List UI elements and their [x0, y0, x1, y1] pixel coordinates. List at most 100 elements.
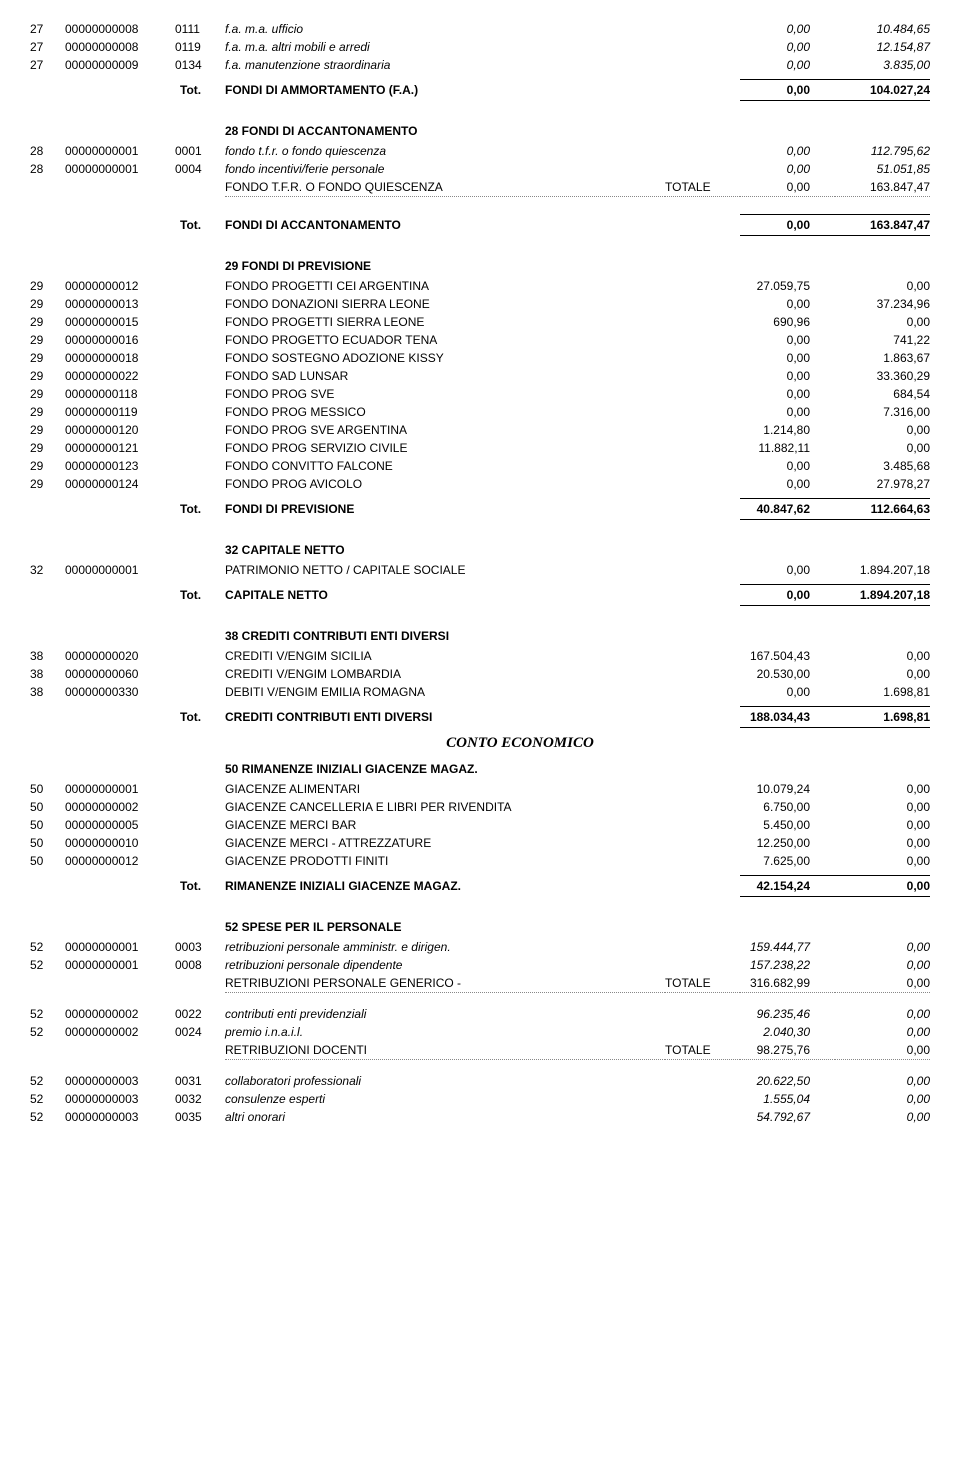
- col-val2: 0,00: [835, 836, 930, 850]
- tot-name: FONDI DI ACCANTONAMENTO: [225, 218, 740, 232]
- col-desc: GIACENZE ALIMENTARI: [225, 782, 740, 796]
- col-val1: 0,00: [740, 144, 835, 158]
- col-val1: 0,00: [740, 351, 835, 365]
- col-code3: 0031: [175, 1074, 225, 1088]
- col-val2: 741,22: [835, 333, 930, 347]
- tot-v1: 188.034,43: [740, 706, 835, 728]
- col-code2: 00000000001: [65, 162, 175, 176]
- col-code2: 00000000001: [65, 144, 175, 158]
- total-row: Tot.CREDITI CONTRIBUTI ENTI DIVERSI188.0…: [30, 703, 930, 731]
- col-desc: collaboratori professionali: [225, 1074, 740, 1088]
- subtotal-totale: TOTALE: [665, 180, 740, 197]
- col-code2: 00000000124: [65, 477, 175, 491]
- col-code2: 00000000001: [65, 940, 175, 954]
- col-val2: 1.863,67: [835, 351, 930, 365]
- col-code2: 00000000018: [65, 351, 175, 365]
- col-val1: 0,00: [740, 333, 835, 347]
- data-row: 3800000000020CREDITI V/ENGIM SICILIA167.…: [30, 647, 930, 665]
- col-code1: 52: [30, 1092, 65, 1106]
- col-code2: 00000000060: [65, 667, 175, 681]
- tot-v1: 42.154,24: [740, 875, 835, 897]
- col-val2: 3.835,00: [835, 58, 930, 72]
- col-code2: 00000000010: [65, 836, 175, 850]
- section-title: 50 RIMANENZE INIZIALI GIACENZE MAGAZ.: [225, 752, 930, 780]
- data-row: 27000000000080111f.a. m.a. ufficio0,0010…: [30, 20, 930, 38]
- col-code2: 00000000123: [65, 459, 175, 473]
- data-row: 5000000000010GIACENZE MERCI - ATTREZZATU…: [30, 834, 930, 852]
- col-code2: 00000000008: [65, 40, 175, 54]
- col-val2: 0,00: [835, 423, 930, 437]
- col-code3: 0004: [175, 162, 225, 176]
- col-val1: 2.040,30: [740, 1025, 835, 1039]
- col-code2: 00000000008: [65, 22, 175, 36]
- col-code1: 27: [30, 58, 65, 72]
- data-row: 3800000000330DEBITI V/ENGIM EMILIA ROMAG…: [30, 683, 930, 701]
- col-desc: retribuzioni personale amministr. e diri…: [225, 940, 740, 954]
- col-code3: 0001: [175, 144, 225, 158]
- col-code1: 29: [30, 279, 65, 293]
- subtotal-v1: 0,00: [740, 180, 835, 197]
- data-row: 5000000000001GIACENZE ALIMENTARI10.079,2…: [30, 780, 930, 798]
- col-val1: 159.444,77: [740, 940, 835, 954]
- data-row: 2900000000120FONDO PROG SVE ARGENTINA1.2…: [30, 421, 930, 439]
- subtotal-v1: 316.682,99: [740, 976, 835, 993]
- col-val1: 6.750,00: [740, 800, 835, 814]
- tot-v1: 40.847,62: [740, 498, 835, 520]
- col-code2: 00000000120: [65, 423, 175, 437]
- col-desc: FONDO DONAZIONI SIERRA LEONE: [225, 297, 740, 311]
- tot-v2: 163.847,47: [835, 214, 930, 236]
- tot-name: RIMANENZE INIZIALI GIACENZE MAGAZ.: [225, 879, 740, 893]
- col-desc: FONDO CONVITTO FALCONE: [225, 459, 740, 473]
- tot-name: CREDITI CONTRIBUTI ENTI DIVERSI: [225, 710, 740, 724]
- col-val1: 7.625,00: [740, 854, 835, 868]
- col-code1: 27: [30, 40, 65, 54]
- col-val2: 0,00: [835, 649, 930, 663]
- col-val1: 167.504,43: [740, 649, 835, 663]
- col-desc: CREDITI V/ENGIM LOMBARDIA: [225, 667, 740, 681]
- section-title: 38 CREDITI CONTRIBUTI ENTI DIVERSI: [225, 619, 930, 647]
- col-desc: FONDO PROG SERVIZIO CIVILE: [225, 441, 740, 455]
- col-code2: 00000000002: [65, 800, 175, 814]
- data-row: 2900000000022FONDO SAD LUNSAR0,0033.360,…: [30, 367, 930, 385]
- data-row: 52000000000020024premio i.n.a.i.l.2.040,…: [30, 1023, 930, 1041]
- col-desc: FONDO PROG SVE ARGENTINA: [225, 423, 740, 437]
- tot-name: FONDI DI PREVISIONE: [225, 502, 740, 516]
- data-row: 2900000000018FONDO SOSTEGNO ADOZIONE KIS…: [30, 349, 930, 367]
- col-code2: 00000000016: [65, 333, 175, 347]
- col-val2: 0,00: [835, 800, 930, 814]
- col-code1: 29: [30, 405, 65, 419]
- col-desc: CREDITI V/ENGIM SICILIA: [225, 649, 740, 663]
- data-row: 2900000000016FONDO PROGETTO ECUADOR TENA…: [30, 331, 930, 349]
- col-val1: 1.555,04: [740, 1092, 835, 1106]
- col-val2: 37.234,96: [835, 297, 930, 311]
- col-val2: 0,00: [835, 1025, 930, 1039]
- col-code3: 0024: [175, 1025, 225, 1039]
- col-code1: 52: [30, 1074, 65, 1088]
- col-val1: 0,00: [740, 459, 835, 473]
- col-val1: 0,00: [740, 405, 835, 419]
- col-code2: 00000000013: [65, 297, 175, 311]
- col-val1: 0,00: [740, 162, 835, 176]
- col-code2: 00000000003: [65, 1074, 175, 1088]
- col-code1: 29: [30, 351, 65, 365]
- tot-prefix: Tot.: [180, 879, 225, 893]
- col-val1: 5.450,00: [740, 818, 835, 832]
- data-row: 27000000000090134f.a. manutenzione strao…: [30, 56, 930, 74]
- col-code1: 29: [30, 387, 65, 401]
- col-val1: 1.214,80: [740, 423, 835, 437]
- col-desc: premio i.n.a.i.l.: [225, 1025, 740, 1039]
- col-code2: 00000000002: [65, 1007, 175, 1021]
- col-desc: FONDO PROG SVE: [225, 387, 740, 401]
- col-code1: 29: [30, 297, 65, 311]
- col-val1: 11.882,11: [740, 441, 835, 455]
- col-val1: 0,00: [740, 297, 835, 311]
- tot-prefix: Tot.: [180, 502, 225, 516]
- col-val2: 0,00: [835, 818, 930, 832]
- col-val2: 0,00: [835, 782, 930, 796]
- col-code2: 00000000015: [65, 315, 175, 329]
- tot-name: CAPITALE NETTO: [225, 588, 740, 602]
- col-desc: f.a. m.a. ufficio: [225, 22, 740, 36]
- data-row: 52000000000030035altri onorari54.792,670…: [30, 1108, 930, 1126]
- col-val2: 0,00: [835, 1074, 930, 1088]
- col-desc: FONDO PROG AVICOLO: [225, 477, 740, 491]
